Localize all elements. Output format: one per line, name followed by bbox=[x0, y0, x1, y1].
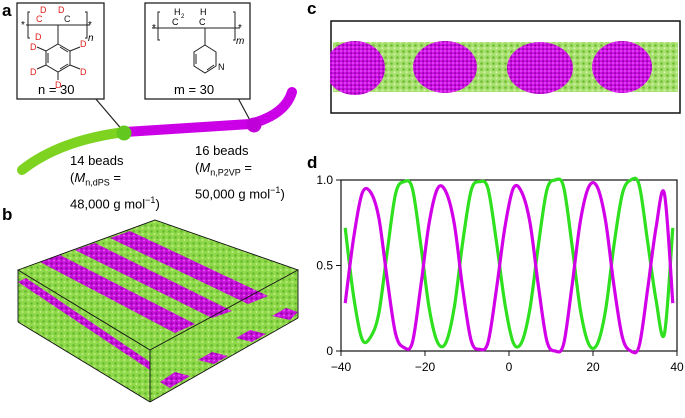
dps-structure-box bbox=[16, 2, 105, 100]
p2vp-mn-eq: = bbox=[240, 160, 252, 175]
p2vp-block-curve bbox=[120, 87, 297, 137]
dps-mn-close: ) bbox=[155, 195, 160, 211]
dps-structure-drawing bbox=[26, 11, 90, 80]
panel-c-cylinder-view bbox=[330, 20, 681, 114]
x-tick-label: 0 bbox=[506, 360, 513, 374]
dps-atom-d7: D bbox=[80, 67, 87, 77]
dps-bead-marker bbox=[116, 125, 132, 141]
dps-atom-d3: D bbox=[35, 32, 42, 42]
dps-mn-line: (Mn,dPS = bbox=[70, 170, 121, 188]
panel-label-a: a bbox=[2, 1, 12, 20]
dps-atom-d4: D bbox=[80, 39, 87, 49]
dps-mn-value-line: 48,000 g mol−1) bbox=[70, 192, 160, 212]
p2vp-bead-marker bbox=[246, 117, 262, 133]
p2vp-bead-count: 16 beads bbox=[195, 143, 249, 158]
chart-series-group bbox=[343, 176, 675, 355]
dps-mn-exp: −1 bbox=[145, 194, 156, 205]
dps-atom-d2: D bbox=[58, 5, 65, 15]
p2vp-mn-line: (Mn,P2VP = bbox=[195, 160, 252, 178]
p2vp-mn-close: ) bbox=[280, 185, 285, 201]
dps-right-star: * bbox=[88, 20, 92, 31]
panel-a-diagram: * * D D C C D D D D D D n * * H 2 C C H … bbox=[16, 2, 297, 175]
box-lamellae-stripes bbox=[18, 231, 298, 388]
dps-atom-d5: D bbox=[30, 42, 37, 52]
dps-atom-d8: D bbox=[55, 80, 62, 90]
panel-label-c: c bbox=[307, 0, 317, 18]
y-tick-label: 0 bbox=[326, 344, 333, 358]
dps-subscript-n: n bbox=[88, 33, 94, 44]
p2vp-mn-value: 50,000 g mol bbox=[195, 185, 271, 201]
chart-axes: −40 −20 0 20 40 0 0.5 1.0 bbox=[316, 173, 684, 374]
p2vp-bead-annotation: 16 beads (Mn,P2VP = 50,000 g mol−1) bbox=[195, 142, 285, 202]
p2vp-mn-value-line: 50,000 g mol−1) bbox=[195, 182, 285, 202]
series-line-magenta bbox=[343, 181, 675, 355]
p2vp-atom-c2: C bbox=[199, 17, 206, 27]
box-front-right-face bbox=[150, 270, 298, 402]
p2vp-left-star: * bbox=[152, 23, 156, 34]
dps-mn-value: 48,000 g mol bbox=[70, 195, 146, 211]
dps-atom-c2: C bbox=[64, 14, 71, 24]
p2vp-structure-box bbox=[144, 2, 251, 100]
p2vp-atom-h2-sub: 2 bbox=[181, 14, 185, 20]
p2vp-right-star: * bbox=[238, 23, 242, 34]
p2vp-mn-symbol: M bbox=[199, 160, 211, 175]
y-tick-label: 1.0 bbox=[316, 173, 333, 187]
dps-atom-d1: D bbox=[40, 5, 47, 15]
dps-connector-line bbox=[94, 97, 125, 133]
dps-mn-symbol: M bbox=[74, 170, 86, 185]
x-tick-label: 20 bbox=[586, 360, 600, 374]
panel-label-b: b bbox=[2, 205, 13, 224]
panel-d-chart: −40 −20 0 20 40 0 0.5 1.0 bbox=[316, 173, 684, 374]
box-wireframe bbox=[16, 219, 300, 403]
x-tick-label: 40 bbox=[670, 360, 684, 374]
dps-atom-d6: D bbox=[30, 67, 37, 77]
dps-n-equals: n = 30 bbox=[38, 82, 75, 97]
p2vp-m-equals: m = 30 bbox=[174, 82, 215, 97]
dps-block-curve bbox=[17, 127, 130, 175]
panel-b-simulation-box bbox=[16, 219, 300, 403]
p2vp-atom-c1: C bbox=[172, 17, 179, 27]
panel-label-d: d bbox=[307, 153, 318, 172]
p2vp-atom-n: N bbox=[218, 62, 225, 72]
cylinder-magenta-domains bbox=[330, 41, 652, 95]
p2vp-mn-exp: −1 bbox=[270, 184, 281, 195]
dps-mn-eq: = bbox=[109, 170, 121, 185]
dps-atom-c1: C bbox=[36, 14, 43, 24]
dps-bead-count: 14 beads bbox=[70, 153, 124, 168]
p2vp-structure-drawing bbox=[152, 11, 240, 74]
dps-mn-subscript: n,dPS bbox=[85, 177, 110, 188]
x-tick-label: −40 bbox=[331, 360, 352, 374]
dps-left-star: * bbox=[21, 20, 25, 31]
dps-bead-annotation: 14 beads (Mn,dPS = 48,000 g mol−1) bbox=[70, 152, 160, 212]
y-tick-label: 0.5 bbox=[316, 259, 333, 273]
x-tick-label: −20 bbox=[415, 360, 436, 374]
series-line-green bbox=[343, 176, 675, 350]
p2vp-atom-h3: H bbox=[200, 7, 207, 17]
p2vp-subscript-m: m bbox=[236, 36, 244, 47]
p2vp-mn-subscript: n,P2VP bbox=[210, 167, 241, 178]
p2vp-atom-h1: H bbox=[174, 7, 181, 17]
